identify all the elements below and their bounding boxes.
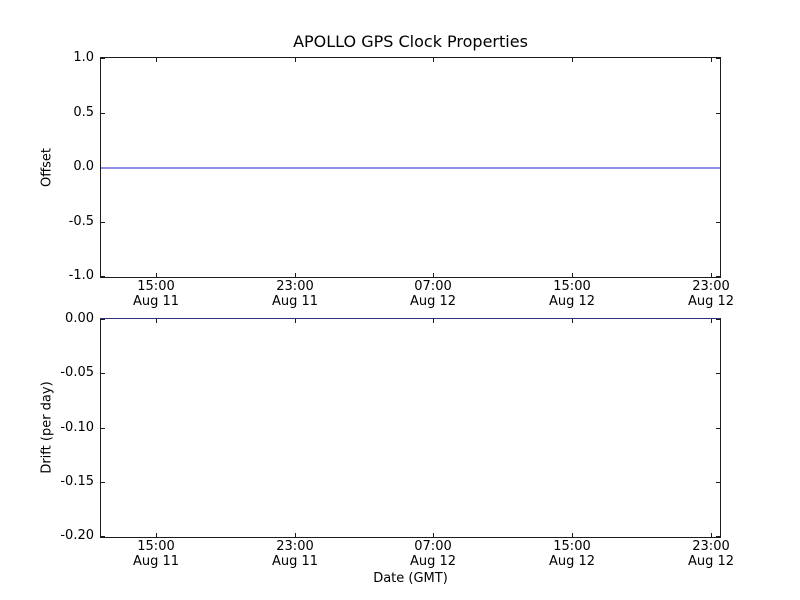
x-tick-label: 15:00 Aug 11 xyxy=(132,539,180,569)
y-tick-mark xyxy=(101,482,105,483)
x-tick-label: 07:00 Aug 12 xyxy=(409,539,457,569)
offset-plot-area xyxy=(100,57,721,278)
x-tick-mark xyxy=(433,533,434,537)
x-tick-mark xyxy=(433,319,434,323)
y-tick-mark xyxy=(716,373,720,374)
x-tick-mark xyxy=(433,273,434,277)
y-tick-mark xyxy=(716,58,720,59)
x-tick-label: 15:00 Aug 12 xyxy=(548,279,596,309)
x-tick-mark xyxy=(295,273,296,277)
x-tick-mark xyxy=(295,58,296,62)
y-tick-mark xyxy=(101,536,105,537)
y-tick-label: -0.20 xyxy=(60,528,94,543)
x-tick-label: 07:00 Aug 12 xyxy=(409,279,457,309)
y-tick-mark xyxy=(716,222,720,223)
y-tick-mark xyxy=(716,319,720,320)
x-tick-mark xyxy=(711,58,712,62)
y-tick-mark xyxy=(101,373,105,374)
y-tick-label: -0.10 xyxy=(60,420,94,435)
x-tick-mark xyxy=(156,319,157,323)
x-axis-label: Date (GMT) xyxy=(373,571,448,586)
y-tick-mark xyxy=(101,58,105,59)
y-tick-label: 0.00 xyxy=(65,311,94,326)
y-tick-mark xyxy=(101,222,105,223)
y-tick-label: 0.5 xyxy=(73,105,94,120)
x-tick-mark xyxy=(572,533,573,537)
y-tick-mark xyxy=(101,113,105,114)
x-tick-mark xyxy=(711,273,712,277)
x-tick-mark xyxy=(433,58,434,62)
y-tick-mark xyxy=(716,482,720,483)
y-tick-mark xyxy=(716,276,720,277)
y-tick-mark xyxy=(101,319,105,320)
x-tick-label: 23:00 Aug 12 xyxy=(687,279,735,309)
chart-title: APOLLO GPS Clock Properties xyxy=(293,32,528,51)
data-series-line xyxy=(101,167,720,169)
y-tick-label: -1.0 xyxy=(68,268,94,283)
y-tick-mark xyxy=(716,536,720,537)
x-tick-mark xyxy=(156,533,157,537)
x-tick-mark xyxy=(295,533,296,537)
x-tick-mark xyxy=(156,58,157,62)
x-tick-mark xyxy=(572,319,573,323)
x-tick-mark xyxy=(711,533,712,537)
y-tick-label: -0.5 xyxy=(68,214,94,229)
x-tick-label: 23:00 Aug 11 xyxy=(271,279,319,309)
x-tick-label: 23:00 Aug 11 xyxy=(271,539,319,569)
y-tick-mark xyxy=(101,428,105,429)
x-tick-mark xyxy=(711,319,712,323)
x-tick-mark xyxy=(572,58,573,62)
x-tick-mark xyxy=(572,273,573,277)
y-tick-mark xyxy=(716,113,720,114)
x-tick-mark xyxy=(295,319,296,323)
y-tick-label: 0.0 xyxy=(73,159,94,174)
y-tick-label: -0.05 xyxy=(60,365,94,380)
x-tick-label: 15:00 Aug 12 xyxy=(548,539,596,569)
drift-plot-area xyxy=(100,318,721,538)
y-tick-mark xyxy=(716,428,720,429)
y-tick-mark xyxy=(101,276,105,277)
y-tick-label: 1.0 xyxy=(73,50,94,65)
x-tick-label: 23:00 Aug 12 xyxy=(687,539,735,569)
y-tick-label: -0.15 xyxy=(60,474,94,489)
x-tick-label: 15:00 Aug 11 xyxy=(132,279,180,309)
x-tick-mark xyxy=(156,273,157,277)
